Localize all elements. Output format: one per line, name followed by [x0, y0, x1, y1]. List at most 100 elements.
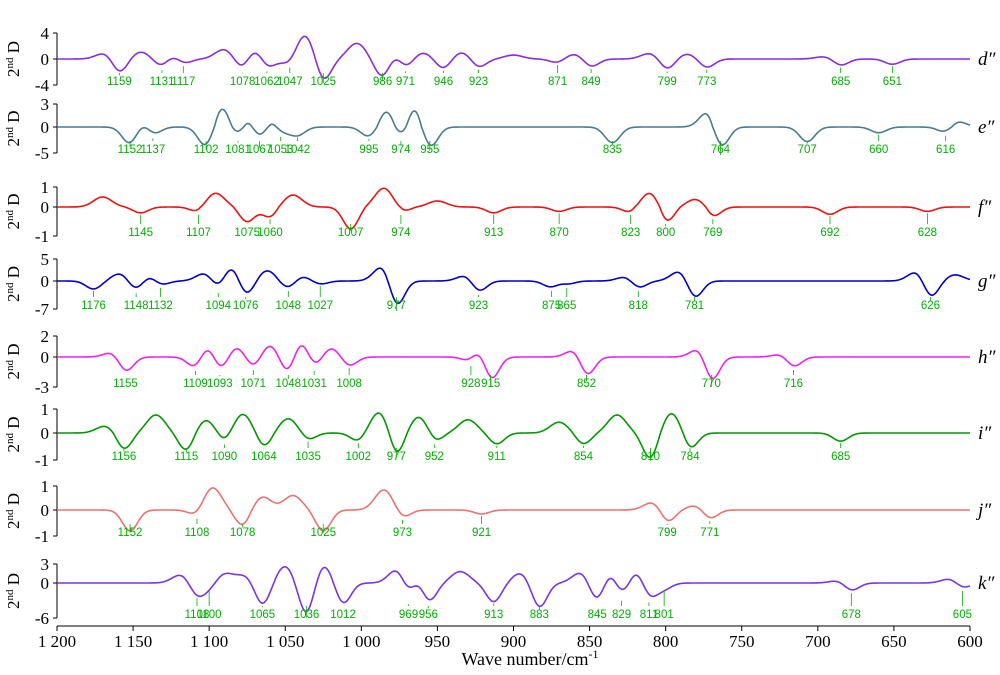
- panel-1-peak-label: 773: [697, 76, 716, 88]
- panel-2-peak-label: 1152: [118, 144, 143, 156]
- panel-3-y-tick-label: -1: [35, 227, 49, 246]
- panel-6-peak-label: 810: [641, 451, 660, 463]
- panel-8-peak-label: 1065: [250, 609, 276, 621]
- panel-8-peak-label: 605: [953, 609, 972, 621]
- panel-1-spectrum-line: [57, 35, 970, 80]
- panel-4-peak-label: 1148: [124, 300, 149, 312]
- panel-3-peak-label: 628: [918, 227, 937, 239]
- panel-6-y-axis-title: 2nd D: [4, 416, 23, 452]
- panel-2-peak-label: 955: [420, 144, 439, 156]
- x-axis: 1 200 1 150 1 100 1 050 1 000 950 900 850 800 750…: [38, 625, 983, 651]
- panel-4-peak-label: 1048: [275, 300, 301, 312]
- panel-5-y-tick-label: 2: [41, 327, 50, 346]
- panel-7-spectrum-line: [57, 487, 970, 532]
- panel-3-peak-label: 974: [391, 227, 411, 239]
- panel-8-label: k″: [978, 573, 995, 594]
- panel-4-peak-label: 626: [921, 300, 940, 312]
- panel-2-peak-label: 1053: [268, 144, 294, 156]
- panel-8-peak-label: 969: [399, 609, 418, 621]
- panel-2-peak-label: 1081: [225, 144, 251, 156]
- panel-2-peak-label: 1102: [194, 144, 219, 156]
- panel-3-peak-label: 800: [656, 227, 675, 239]
- x-tick-label: 700: [805, 632, 831, 651]
- panel-2-label: e″: [978, 117, 995, 138]
- panel-4-peak-label: 1176: [81, 300, 106, 312]
- panel-5-peak-label: 1048: [275, 378, 301, 390]
- panel-4-peak-label: 1132: [148, 300, 173, 312]
- panel-4-y-tick-label: -7: [35, 300, 50, 319]
- panel-4-peak-label: 781: [685, 300, 704, 312]
- panel-7-peak-label: 799: [658, 527, 677, 539]
- panel-4-peak-label: 818: [629, 300, 648, 312]
- panel-5-peak-label: 1093: [207, 378, 233, 390]
- panel-7-y-tick-label: 0: [41, 501, 50, 520]
- panel-8-peak-label: 956: [419, 609, 438, 621]
- panel-2-y-tick-label: 0: [41, 118, 50, 137]
- panel-2-peak-label: 616: [936, 144, 955, 156]
- panel-5-peak-label: 915: [481, 378, 500, 390]
- panel-4-y-tick-label: 0: [41, 272, 50, 291]
- panel-7-y-tick-label: 1: [41, 477, 50, 496]
- panel-6-spectrum-line: [57, 412, 970, 459]
- panel-4-peak-label: 1094: [205, 300, 231, 312]
- panel-4-peak-label: 865: [557, 300, 576, 312]
- panel-1-peak-label: 651: [883, 76, 902, 88]
- panel-8-peak-label: 1036: [294, 609, 320, 621]
- panel-3-label: f″: [978, 197, 992, 218]
- x-tick-label: 650: [881, 632, 907, 651]
- panel-2-peak-label: 1137: [140, 144, 165, 156]
- panel-1-peak-label: 1078: [230, 76, 256, 88]
- panel-6-peak-label: 977: [387, 451, 406, 463]
- panel-2-peak-label: 1042: [285, 144, 311, 156]
- panel-7-peak-label: 1108: [185, 527, 210, 539]
- panel-8-peak-label: 1012: [330, 609, 356, 621]
- panel-6-y-tick-label: 1: [41, 400, 50, 419]
- x-tick-label: 1 050: [266, 632, 304, 651]
- panel-5-y-tick-label: -3: [35, 378, 49, 397]
- x-axis-title-superscript: -1: [589, 647, 599, 661]
- panel-8-y-tick-label: 3: [41, 555, 50, 574]
- panel-3-peak-label: 1145: [128, 227, 153, 239]
- panel-1-peak-label: 1117: [171, 76, 195, 88]
- panel-8-spectrum-line: [57, 566, 971, 613]
- panel-7-label: j″: [975, 500, 992, 521]
- panel-7-y-tick-label: -1: [35, 527, 49, 546]
- panel-6-peak-label: 854: [574, 451, 594, 463]
- panel-4-peak-label: 1076: [233, 300, 259, 312]
- x-tick-label: 950: [425, 632, 451, 651]
- panel-8-y-axis-title: 2nd D: [4, 573, 23, 609]
- panel-4-peak-label: 1027: [307, 300, 333, 312]
- panel-5-peak-label: 928: [461, 378, 480, 390]
- panel-4-y-axis-title: 2nd D: [4, 266, 23, 302]
- panel-8-peak-label: 678: [842, 609, 861, 621]
- panel-1-y-axis-title: 2nd D: [4, 41, 23, 77]
- panel-1-peak-label: 1025: [310, 76, 336, 88]
- panel-7-y-axis-title: 2nd D: [4, 493, 23, 529]
- panel-6: 1 0 -1 2nd D 1156 1115 1090 1064 1035 1002 977 952 9…: [4, 400, 992, 470]
- panel-6-peak-label: 1064: [251, 451, 277, 463]
- panel-6-y-tick-label: 0: [41, 424, 50, 443]
- panel-5-peak-label: 1031: [301, 378, 327, 390]
- panel-7: 1 0 -1 2nd D 1152 1108 1078 1025 973 921 799 771 j″: [4, 477, 992, 546]
- panel-5-y-tick-label: 0: [41, 348, 50, 367]
- panel-4: 5 0 -7 2nd D 1176 1148 1132 1094 1076 1048 1027 977…: [4, 250, 997, 319]
- panel-3-peak-label: 769: [703, 227, 722, 239]
- panel-6-peak-label: 1090: [212, 451, 238, 463]
- panel-2-peak-label: 974: [391, 144, 411, 156]
- panel-2-y-tick-label: -5: [35, 144, 49, 163]
- panel-1-peak-label: 946: [434, 76, 453, 88]
- panel-8-peak-label: 845: [588, 609, 607, 621]
- panel-8-peak-label: 811: [640, 609, 658, 621]
- panel-5-peak-label: 1109: [183, 378, 208, 390]
- panel-2-y-tick-label: 3: [41, 95, 50, 114]
- panel-3-peak-label: 823: [621, 227, 640, 239]
- x-tick-label: 900: [501, 632, 527, 651]
- panel-5-peak-label: 1155: [113, 378, 138, 390]
- panel-6-peak-label: 685: [831, 451, 850, 463]
- panel-1-peak-label: 1131: [150, 76, 175, 88]
- panel-8-peak-label: 801: [655, 609, 674, 621]
- panel-3-peak-label: 1075: [234, 227, 260, 239]
- panel-2-peak-label: 835: [603, 144, 622, 156]
